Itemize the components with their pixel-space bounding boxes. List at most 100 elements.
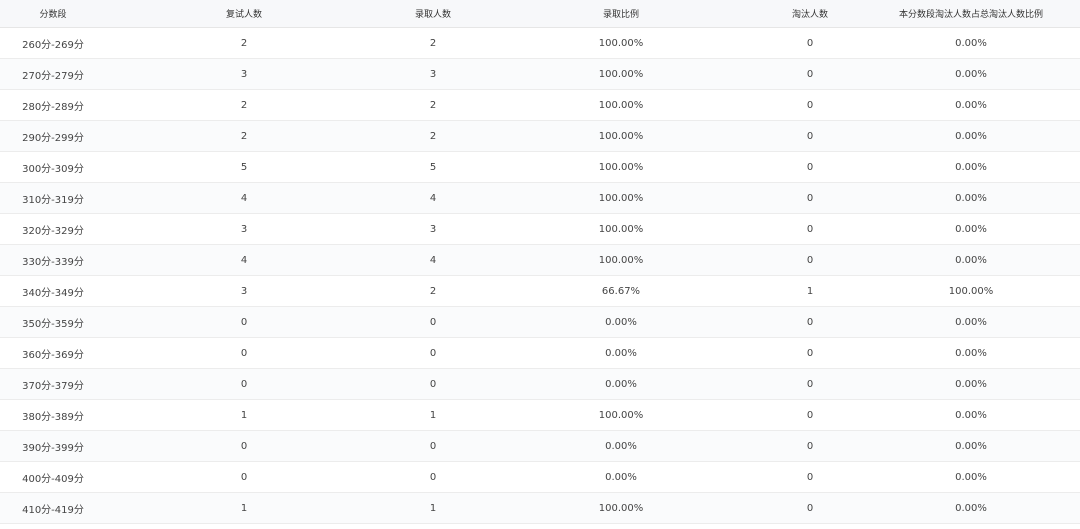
cell-retest-count: 3 bbox=[240, 223, 248, 235]
table-row: 270分-279分 3 3 100.00% 0 0.00% bbox=[0, 59, 1080, 90]
cell-eliminated-count: 0 bbox=[806, 192, 814, 204]
cell-elimination-share: 0.00% bbox=[955, 409, 987, 421]
cell-score-range: 360分-369分 bbox=[22, 349, 84, 361]
cell-score-range: 410分-419分 bbox=[22, 504, 84, 516]
table-row: 300分-309分 5 5 100.00% 0 0.00% bbox=[0, 152, 1080, 183]
header-admission-rate: 录取比例 bbox=[602, 10, 639, 20]
cell-elimination-share: 0.00% bbox=[955, 68, 987, 80]
cell-score-range: 340分-349分 bbox=[22, 287, 84, 299]
table-row: 320分-329分 3 3 100.00% 0 0.00% bbox=[0, 214, 1080, 245]
cell-retest-count: 3 bbox=[240, 68, 248, 80]
table-row: 370分-379分 0 0 0.00% 0 0.00% bbox=[0, 369, 1080, 400]
cell-eliminated-count: 0 bbox=[806, 471, 814, 483]
cell-admitted-count: 4 bbox=[429, 192, 437, 204]
cell-admission-rate: 0.00% bbox=[605, 471, 637, 483]
cell-score-range: 390分-399分 bbox=[22, 442, 84, 454]
cell-admission-rate: 100.00% bbox=[598, 254, 644, 266]
cell-admission-rate: 66.67% bbox=[601, 285, 641, 297]
cell-retest-count: 0 bbox=[240, 378, 248, 390]
cell-eliminated-count: 0 bbox=[806, 347, 814, 359]
cell-admission-rate: 100.00% bbox=[598, 99, 644, 111]
cell-eliminated-count: 0 bbox=[806, 440, 814, 452]
cell-elimination-share: 0.00% bbox=[955, 502, 987, 514]
table-header: 分数段 复试人数 录取人数 录取比例 淘汰人数 本分数段淘汰人数占总淘汰人数比例 bbox=[0, 0, 1080, 28]
cell-admitted-count: 0 bbox=[429, 471, 437, 483]
cell-admission-rate: 100.00% bbox=[598, 409, 644, 421]
table-row: 360分-369分 0 0 0.00% 0 0.00% bbox=[0, 338, 1080, 369]
cell-admission-rate: 100.00% bbox=[598, 223, 644, 235]
cell-retest-count: 2 bbox=[240, 37, 248, 49]
cell-admitted-count: 2 bbox=[429, 99, 437, 111]
table-row: 390分-399分 0 0 0.00% 0 0.00% bbox=[0, 431, 1080, 462]
cell-admitted-count: 4 bbox=[429, 254, 437, 266]
table-row: 330分-339分 4 4 100.00% 0 0.00% bbox=[0, 245, 1080, 276]
table-row: 340分-349分 3 2 66.67% 1 100.00% bbox=[0, 276, 1080, 307]
cell-admitted-count: 3 bbox=[429, 223, 437, 235]
cell-eliminated-count: 0 bbox=[806, 502, 814, 514]
cell-eliminated-count: 0 bbox=[806, 223, 814, 235]
cell-elimination-share: 0.00% bbox=[955, 99, 987, 111]
cell-elimination-share: 0.00% bbox=[955, 471, 987, 483]
cell-retest-count: 3 bbox=[240, 285, 248, 297]
cell-score-range: 270分-279分 bbox=[22, 70, 84, 82]
cell-retest-count: 2 bbox=[240, 99, 248, 111]
cell-elimination-share: 0.00% bbox=[955, 347, 987, 359]
table-row: 410分-419分 1 1 100.00% 0 0.00% bbox=[0, 493, 1080, 524]
cell-retest-count: 0 bbox=[240, 316, 248, 328]
cell-admitted-count: 2 bbox=[429, 285, 437, 297]
cell-admitted-count: 0 bbox=[429, 378, 437, 390]
cell-admission-rate: 100.00% bbox=[598, 192, 644, 204]
header-admitted-count: 录取人数 bbox=[414, 10, 451, 20]
cell-eliminated-count: 0 bbox=[806, 130, 814, 142]
cell-score-range: 300分-309分 bbox=[22, 163, 84, 175]
cell-admission-rate: 100.00% bbox=[598, 161, 644, 173]
cell-retest-count: 2 bbox=[240, 130, 248, 142]
cell-admitted-count: 1 bbox=[429, 409, 437, 421]
table-row: 260分-269分 2 2 100.00% 0 0.00% bbox=[0, 28, 1080, 59]
cell-admitted-count: 0 bbox=[429, 347, 437, 359]
cell-eliminated-count: 1 bbox=[806, 285, 814, 297]
cell-score-range: 350分-359分 bbox=[22, 318, 84, 330]
cell-admitted-count: 1 bbox=[429, 502, 437, 514]
table-row: 380分-389分 1 1 100.00% 0 0.00% bbox=[0, 400, 1080, 431]
cell-retest-count: 1 bbox=[240, 409, 248, 421]
header-elimination-share: 本分数段淘汰人数占总淘汰人数比例 bbox=[898, 10, 1043, 20]
cell-elimination-share: 0.00% bbox=[955, 440, 987, 452]
cell-elimination-share: 0.00% bbox=[955, 161, 987, 173]
cell-score-range: 310分-319分 bbox=[22, 194, 84, 206]
cell-elimination-share: 0.00% bbox=[955, 130, 987, 142]
cell-admission-rate: 0.00% bbox=[605, 378, 637, 390]
cell-admission-rate: 100.00% bbox=[598, 130, 644, 142]
cell-admitted-count: 0 bbox=[429, 440, 437, 452]
cell-retest-count: 4 bbox=[240, 192, 248, 204]
cell-score-range: 380分-389分 bbox=[22, 411, 84, 423]
cell-score-range: 400分-409分 bbox=[22, 473, 84, 485]
cell-admitted-count: 5 bbox=[429, 161, 437, 173]
cell-eliminated-count: 0 bbox=[806, 68, 814, 80]
table-row: 280分-289分 2 2 100.00% 0 0.00% bbox=[0, 90, 1080, 121]
table-row: 290分-299分 2 2 100.00% 0 0.00% bbox=[0, 121, 1080, 152]
cell-score-range: 330分-339分 bbox=[22, 256, 84, 268]
cell-admitted-count: 0 bbox=[429, 316, 437, 328]
cell-score-range: 260分-269分 bbox=[22, 39, 84, 51]
cell-retest-count: 5 bbox=[240, 161, 248, 173]
cell-eliminated-count: 0 bbox=[806, 254, 814, 266]
cell-score-range: 290分-299分 bbox=[22, 132, 84, 144]
cell-retest-count: 0 bbox=[240, 440, 248, 452]
cell-elimination-share: 0.00% bbox=[955, 192, 987, 204]
cell-elimination-share: 0.00% bbox=[955, 223, 987, 235]
table-row: 310分-319分 4 4 100.00% 0 0.00% bbox=[0, 183, 1080, 214]
cell-elimination-share: 0.00% bbox=[955, 37, 987, 49]
cell-admission-rate: 0.00% bbox=[605, 347, 637, 359]
cell-score-range: 320分-329分 bbox=[22, 225, 84, 237]
cell-admission-rate: 0.00% bbox=[605, 316, 637, 328]
cell-eliminated-count: 0 bbox=[806, 161, 814, 173]
cell-elimination-share: 0.00% bbox=[955, 378, 987, 390]
cell-elimination-share: 100.00% bbox=[948, 285, 994, 297]
cell-eliminated-count: 0 bbox=[806, 37, 814, 49]
header-eliminated-count: 淘汰人数 bbox=[791, 10, 828, 20]
cell-admission-rate: 100.00% bbox=[598, 68, 644, 80]
cell-eliminated-count: 0 bbox=[806, 409, 814, 421]
cell-retest-count: 0 bbox=[240, 347, 248, 359]
